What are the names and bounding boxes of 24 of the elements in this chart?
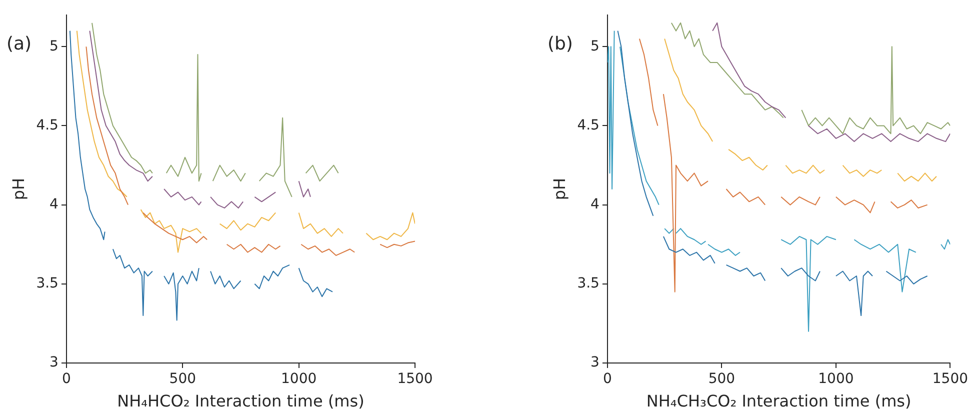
y-tick-label: 3.5 [36, 276, 58, 292]
x-axis-title: NH₄HCO₂ Interaction time (ms) [117, 392, 364, 411]
x-tick-label: 1000 [818, 371, 854, 388]
y-tick-label: 4 [590, 196, 600, 212]
x-tick-label: 0 [603, 371, 612, 388]
x-tick-label: 0 [62, 371, 71, 388]
y-tick-label: 5 [590, 38, 600, 54]
y-axis-title: pH [8, 178, 28, 200]
y-tick-label: 4 [50, 196, 59, 212]
y-tick-label: 3.5 [577, 276, 600, 292]
x-axis-title: NH₄CH₃CO₂ Interaction time (ms) [646, 392, 912, 411]
x-tick-label: 500 [708, 371, 736, 388]
y-tick-label: 5 [50, 38, 58, 54]
text: (b) [547, 34, 573, 55]
x-tick-label: 1500 [932, 371, 968, 388]
y-tick-label: 3 [590, 354, 600, 371]
y-tick-label: 4.5 [577, 117, 600, 134]
x-tick-label: 1500 [397, 371, 433, 388]
x-tick-label: 1000 [281, 371, 317, 388]
y-tick-label: 3 [50, 354, 58, 371]
y-tick-label: 4.5 [36, 117, 58, 134]
x-tick-label: 500 [169, 371, 196, 388]
text: (a) [6, 34, 32, 55]
y-axis-title: pH [550, 178, 569, 200]
